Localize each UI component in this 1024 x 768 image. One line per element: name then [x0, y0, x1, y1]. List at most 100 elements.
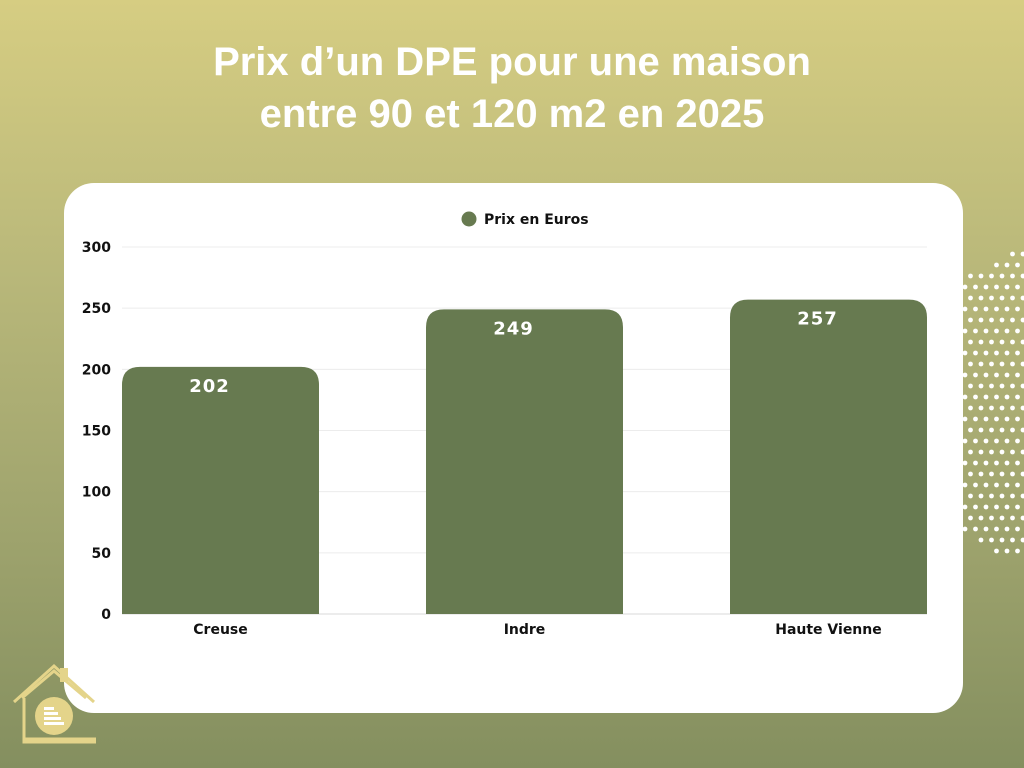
dot: [989, 471, 994, 477]
dot: [978, 295, 984, 301]
bar-chart: 0 50 100 150 200 250 300 Creuse Indre Haute Vien…: [82, 211, 927, 638]
dot: [1015, 262, 1020, 268]
dot: [983, 482, 989, 488]
dot: [973, 526, 978, 532]
dot: [1004, 460, 1010, 466]
dot: [973, 504, 978, 510]
dot: [968, 515, 973, 521]
dot: [1010, 273, 1015, 279]
dot: [973, 328, 978, 334]
dot: [978, 471, 984, 477]
dot: [1004, 284, 1010, 290]
dot: [989, 339, 994, 345]
x-tick-label: Indre: [504, 622, 546, 638]
dot: [1010, 515, 1015, 521]
dot: [1015, 548, 1020, 554]
dot: [1010, 405, 1015, 411]
dot: [1010, 383, 1015, 389]
dot: [1015, 350, 1020, 356]
dot: [989, 493, 994, 499]
dot: [1020, 449, 1024, 455]
dot: [1004, 372, 1010, 378]
dot: [1004, 526, 1010, 532]
dot: [1015, 284, 1020, 290]
y-tick-label: 150: [82, 424, 111, 440]
dot: [1010, 471, 1015, 477]
x-tick-label: Creuse: [193, 622, 247, 638]
dot: [999, 361, 1005, 367]
dot: [989, 383, 994, 389]
dot: [1010, 317, 1015, 323]
dot: [1010, 493, 1015, 499]
dot: [989, 515, 994, 521]
dot: [973, 482, 978, 488]
chart-card: 0 50 100 150 200 250 300 Creuse Indre Haute Vien…: [64, 183, 963, 713]
dot: [999, 317, 1005, 323]
dot: [968, 449, 973, 455]
y-tick-label: 300: [82, 240, 111, 256]
dot: [1004, 350, 1010, 356]
dot: [989, 361, 994, 367]
dot: [1004, 394, 1010, 400]
dot: [978, 317, 984, 323]
y-tick-label: 200: [82, 362, 111, 378]
dot: [1020, 515, 1024, 521]
chart-title-line-1: Prix d’un DPE pour une maison: [213, 40, 811, 84]
dot: [1010, 537, 1015, 543]
chart-title: Prix d’un DPE pour une maison entre 90 e…: [0, 36, 1024, 140]
dot: [1004, 504, 1010, 510]
dot: [962, 350, 968, 356]
dot: [1010, 251, 1015, 257]
dot: [994, 416, 999, 422]
dot: [999, 339, 1005, 345]
dot: [989, 449, 994, 455]
dot: [978, 383, 984, 389]
y-tick-label: 100: [82, 485, 111, 501]
dot: [983, 504, 989, 510]
dot: [1004, 306, 1010, 312]
dot: [973, 306, 978, 312]
house-logo-icon: [12, 663, 96, 744]
dot: [1015, 438, 1020, 444]
dot: [994, 504, 999, 510]
legend-label: Prix en Euros: [484, 212, 589, 228]
dot: [999, 515, 1005, 521]
legend-swatch: [461, 211, 477, 227]
bar-indre: [426, 309, 623, 614]
y-tick-label: 0: [101, 607, 111, 623]
dot: [968, 339, 973, 345]
dot: [1020, 317, 1024, 323]
dot: [1015, 482, 1020, 488]
dot: [1010, 339, 1015, 345]
dot: [983, 306, 989, 312]
data-label: 249: [493, 318, 534, 339]
dot: [978, 339, 984, 345]
dot: [994, 526, 999, 532]
dot: [989, 405, 994, 411]
dot: [983, 394, 989, 400]
dot: [973, 416, 978, 422]
dot: [1020, 471, 1024, 477]
dot: [973, 394, 978, 400]
dot: [989, 427, 994, 433]
dot: [983, 526, 989, 532]
dot: [983, 284, 989, 290]
dot: [968, 295, 973, 301]
dot: [999, 427, 1005, 433]
dot: [968, 273, 973, 279]
dot: [962, 416, 968, 422]
dot: [983, 438, 989, 444]
dot: [994, 438, 999, 444]
dot: [968, 493, 973, 499]
dot: [978, 537, 984, 543]
dot: [994, 306, 999, 312]
dot: [978, 361, 984, 367]
dot: [968, 427, 973, 433]
dot: [999, 471, 1005, 477]
dot: [1020, 427, 1024, 433]
dot: [983, 372, 989, 378]
dot: [994, 460, 999, 466]
dot: [983, 416, 989, 422]
dot: [1020, 537, 1024, 543]
dot: [1015, 526, 1020, 532]
